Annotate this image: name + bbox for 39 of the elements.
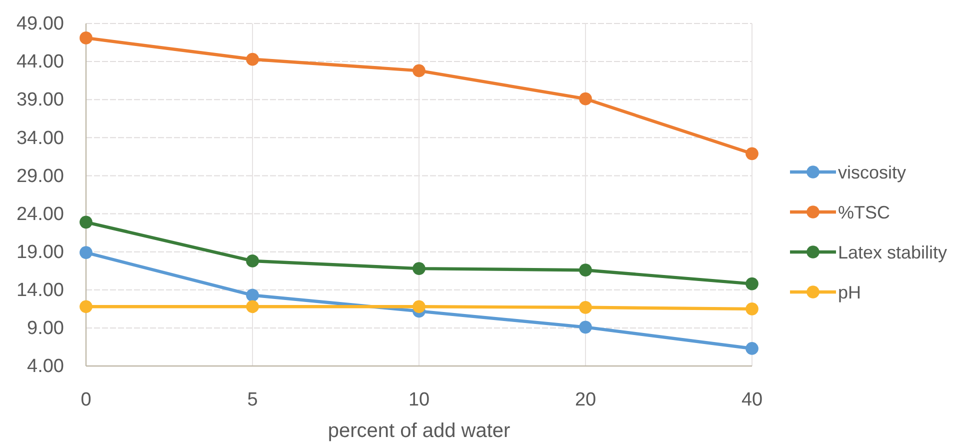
point [746,147,758,160]
point [246,254,259,268]
y-tick-label: 29.00 [16,166,64,187]
y-tick-label: 19.00 [16,242,64,263]
legend-label: Latex stability [838,242,948,262]
point [80,246,92,260]
y-tick-label: 49.00 [16,14,64,35]
y-tick-label: 24.00 [16,204,64,225]
point [579,92,592,106]
y-tick-label: 14.00 [16,280,64,301]
point [579,264,592,277]
point [412,262,426,275]
x-tick-label: 5 [247,389,258,410]
y-tick-label: 44.00 [16,52,64,73]
point [246,300,259,314]
y-tick-label: 9.00 [27,318,64,340]
point [246,288,259,302]
point [412,64,426,78]
x-tick-label: 0 [80,389,92,410]
point [246,52,259,66]
point [579,300,592,314]
legend-label: viscosity [838,162,906,182]
x-tick-label: 40 [741,389,763,410]
y-tick-label: 34.00 [16,128,64,149]
y-tick-label: 4.00 [27,356,64,378]
legend-label: %TSC [838,202,890,222]
point [746,342,758,355]
point [579,320,592,334]
point [746,302,758,316]
x-axis-title: percent of add water [328,420,510,442]
point [412,300,426,314]
y-tick-label: 39.00 [16,90,64,111]
x-tick-label: 20 [574,389,596,410]
point [80,300,92,314]
point [746,277,758,290]
x-tick-label: 10 [408,389,430,410]
legend-label: pH [838,282,862,302]
point [80,32,92,44]
point [80,216,92,229]
